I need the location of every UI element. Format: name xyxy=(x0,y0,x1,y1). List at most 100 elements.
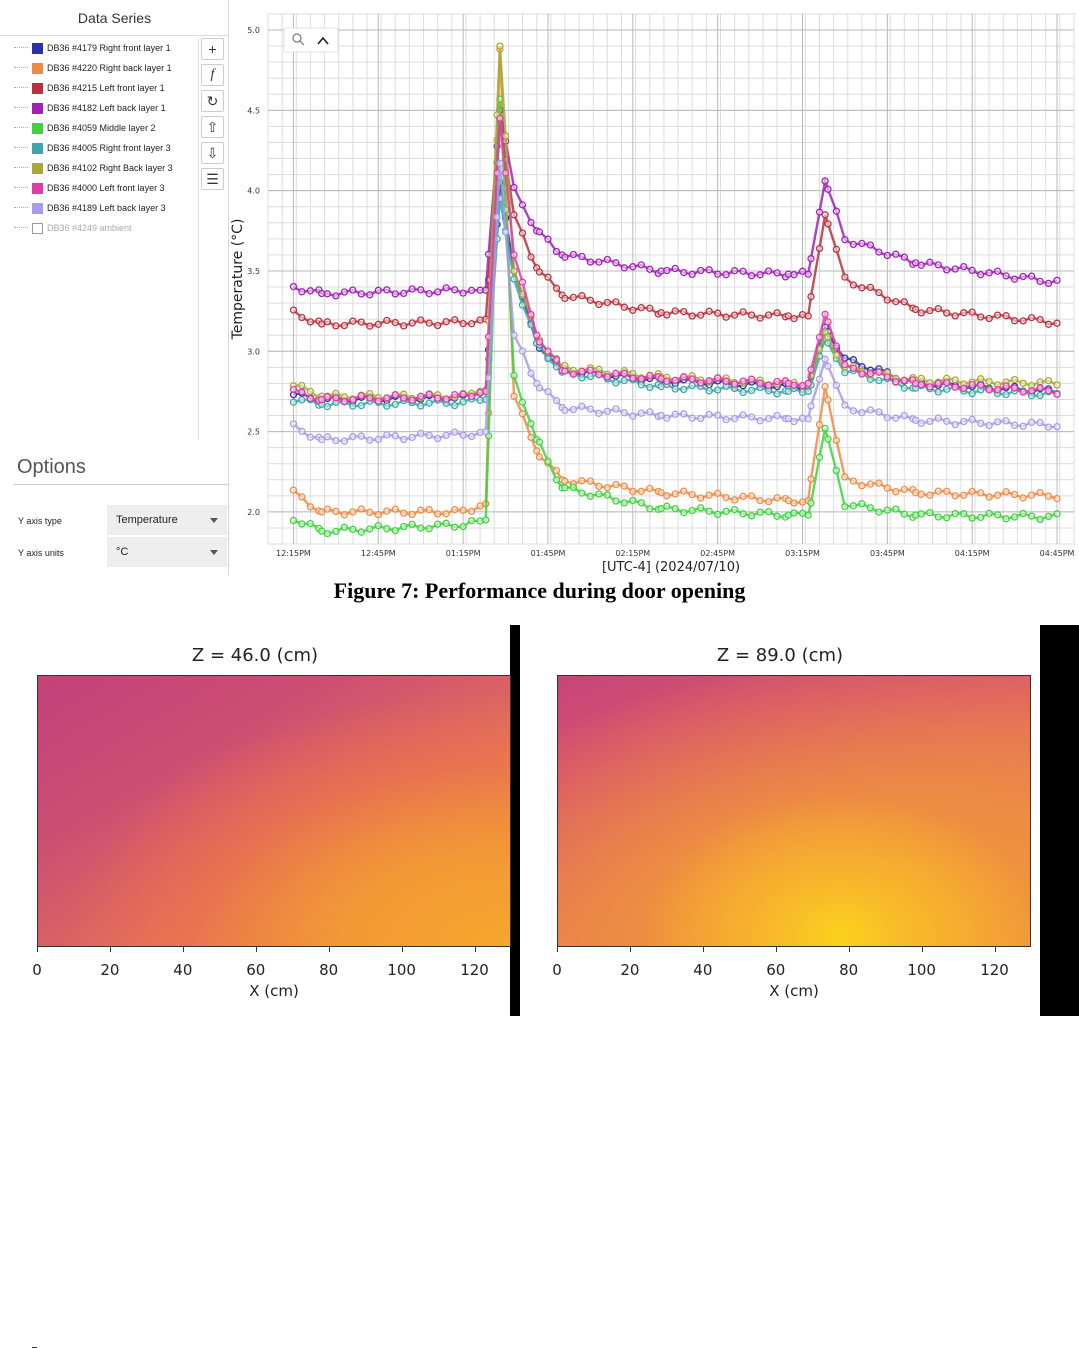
data-point xyxy=(518,201,527,209)
data-point xyxy=(1010,384,1019,392)
data-point xyxy=(722,271,730,279)
data-point xyxy=(917,380,925,389)
series-color-swatch[interactable] xyxy=(32,42,43,54)
data-point xyxy=(561,253,569,261)
data-point xyxy=(671,490,679,498)
series-item[interactable]: DB36 #4059 Middle layer 2 xyxy=(14,118,156,138)
data-point xyxy=(544,457,552,465)
x-tick-label: 03:45PM xyxy=(870,549,905,558)
series-color-swatch[interactable] xyxy=(32,202,43,214)
move-down-button[interactable]: ⇩ xyxy=(201,142,224,164)
series-color-swatch[interactable] xyxy=(32,82,43,94)
data-point xyxy=(400,322,408,330)
data-point xyxy=(383,394,391,402)
data-point xyxy=(1053,276,1061,284)
data-point xyxy=(496,114,504,123)
series-item[interactable]: DB36 #4249 ambient xyxy=(14,218,132,238)
data-point xyxy=(620,482,628,490)
series-item[interactable]: DB36 #4182 Left back layer 1 xyxy=(14,98,166,118)
data-point xyxy=(917,309,925,317)
series-color-swatch[interactable] xyxy=(32,62,43,74)
data-point xyxy=(417,316,425,324)
x-tick-label: 120 xyxy=(460,961,489,979)
data-point xyxy=(680,487,688,495)
data-point xyxy=(841,502,849,511)
data-point xyxy=(603,298,612,307)
data-point xyxy=(374,511,382,519)
data-point xyxy=(739,492,747,501)
data-point xyxy=(298,396,306,404)
data-point xyxy=(663,502,671,510)
data-point xyxy=(875,368,883,376)
data-point xyxy=(637,261,645,269)
data-point xyxy=(578,402,586,410)
search-icon[interactable] xyxy=(292,33,302,43)
data-point xyxy=(900,485,908,494)
series-color-swatch[interactable] xyxy=(32,102,43,114)
temperature-chart[interactable]: 2.0 2.5 3.0 3.5 4.0 4.5 5.0 12:15PM 12:45PM 01:1… xyxy=(230,0,1079,576)
series-item[interactable]: DB36 #4005 Right front layer 3 xyxy=(14,138,171,158)
data-point xyxy=(1019,494,1027,502)
data-point xyxy=(1044,320,1053,328)
data-point xyxy=(357,505,365,513)
y-axis-type-select[interactable]: Temperature xyxy=(107,505,227,535)
y-axis-units-select[interactable]: °C xyxy=(107,537,227,567)
series-color-swatch[interactable] xyxy=(32,142,43,154)
data-point xyxy=(866,406,875,414)
data-point xyxy=(764,381,773,389)
data-point xyxy=(951,383,959,391)
data-point xyxy=(417,524,425,532)
data-point xyxy=(586,405,595,413)
data-point xyxy=(544,388,552,396)
series-item[interactable]: DB36 #4189 Left back layer 3 xyxy=(14,198,166,218)
data-point xyxy=(1036,418,1044,427)
data-point xyxy=(595,409,603,417)
x-tick-mark xyxy=(328,947,330,952)
data-point xyxy=(993,491,1002,499)
data-point xyxy=(425,289,433,298)
data-point xyxy=(747,311,756,319)
series-label: DB36 #4249 ambient xyxy=(47,223,132,233)
function-button[interactable]: f xyxy=(201,64,224,86)
plot-area xyxy=(267,13,1075,545)
chevron-up-icon[interactable] xyxy=(317,36,329,45)
data-point xyxy=(289,420,298,428)
series-color-swatch[interactable] xyxy=(32,122,43,134)
data-point xyxy=(510,371,518,380)
data-point xyxy=(629,374,637,382)
data-point xyxy=(496,159,504,168)
data-point xyxy=(400,394,408,402)
x-tick-label: 03:15PM xyxy=(785,549,820,558)
data-point xyxy=(993,267,1002,275)
data-point xyxy=(730,505,739,514)
series-item[interactable]: DB36 #4102 Right Back layer 3 xyxy=(14,158,173,178)
series-color-swatch[interactable] xyxy=(32,182,43,194)
add-series-button[interactable]: + xyxy=(201,38,224,60)
data-point xyxy=(442,431,450,440)
zoom-controls[interactable] xyxy=(283,27,339,53)
move-up-button[interactable]: ⇧ xyxy=(201,116,224,138)
data-point xyxy=(476,388,484,397)
series-color-swatch[interactable] xyxy=(32,222,43,234)
series-item[interactable]: DB36 #4179 Right front layer 1 xyxy=(14,38,171,58)
data-point xyxy=(318,435,326,444)
data-point xyxy=(646,408,654,416)
data-point xyxy=(697,414,705,423)
series-item[interactable]: DB36 #4000 Left front layer 3 xyxy=(14,178,165,198)
data-point xyxy=(374,435,382,444)
data-point xyxy=(688,270,696,279)
series-item[interactable]: DB36 #4220 Right back layer 1 xyxy=(14,58,172,78)
data-point xyxy=(391,318,399,327)
series-color-swatch[interactable] xyxy=(32,162,43,174)
data-point xyxy=(442,510,450,518)
data-point xyxy=(977,489,985,497)
list-button[interactable]: ☰ xyxy=(201,168,224,190)
refresh-button[interactable]: ↻ xyxy=(201,90,224,112)
data-point xyxy=(1053,423,1061,431)
data-point xyxy=(544,235,552,243)
data-point xyxy=(612,405,620,413)
data-point xyxy=(323,290,332,298)
data-point xyxy=(493,213,501,221)
data-point xyxy=(1010,490,1019,499)
series-item[interactable]: DB36 #4215 Left front layer 1 xyxy=(14,78,165,98)
